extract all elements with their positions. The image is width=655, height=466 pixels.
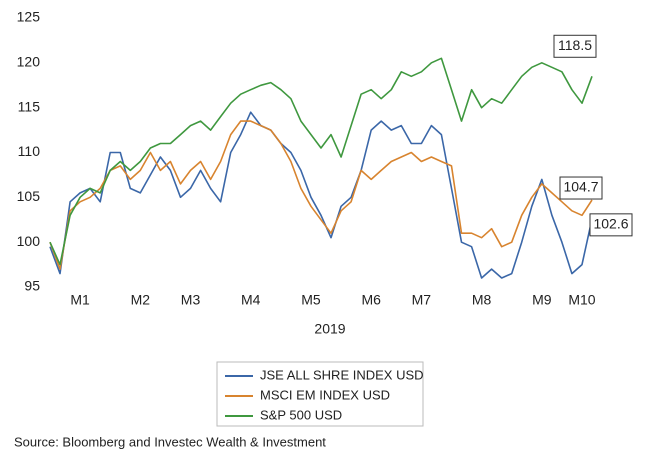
series-line <box>49 57 593 266</box>
y-tick-label: 100 <box>17 233 41 249</box>
x-tick-label: M4 <box>241 292 261 308</box>
x-tick-label: M8 <box>472 292 492 308</box>
x-tick-label: M9 <box>532 292 552 308</box>
y-tick-label: 110 <box>18 143 41 159</box>
series-line <box>49 120 593 270</box>
end-label: 104.7 <box>563 179 598 195</box>
legend-label: MSCI EM INDEX USD <box>260 387 390 402</box>
y-tick-label: 125 <box>17 9 41 25</box>
x-tick-label: M3 <box>181 292 201 308</box>
end-label: 102.6 <box>593 216 628 232</box>
end-label: 118.5 <box>558 37 592 53</box>
x-tick-label: M5 <box>301 292 321 308</box>
x-tick-label: M6 <box>361 292 381 308</box>
x-tick-label: M2 <box>131 292 151 308</box>
end-label-box <box>589 213 633 237</box>
y-tick-label: 105 <box>17 188 41 204</box>
y-tick-label: 95 <box>24 278 40 294</box>
x-tick-label: M10 <box>568 292 595 308</box>
end-label-box <box>553 34 597 58</box>
legend-label: S&P 500 USD <box>260 407 342 422</box>
x-tick-label: M7 <box>412 292 432 308</box>
end-label-box <box>559 176 603 200</box>
y-tick-label: 120 <box>17 54 41 70</box>
x-tick-label: M1 <box>70 292 90 308</box>
x-axis-label: 2019 <box>314 321 345 337</box>
source-note: Source: Bloomberg and Investec Wealth & … <box>14 434 326 449</box>
y-tick-label: 115 <box>18 98 41 114</box>
series-line <box>49 111 593 279</box>
legend-label: JSE ALL SHRE INDEX USD <box>260 367 424 382</box>
